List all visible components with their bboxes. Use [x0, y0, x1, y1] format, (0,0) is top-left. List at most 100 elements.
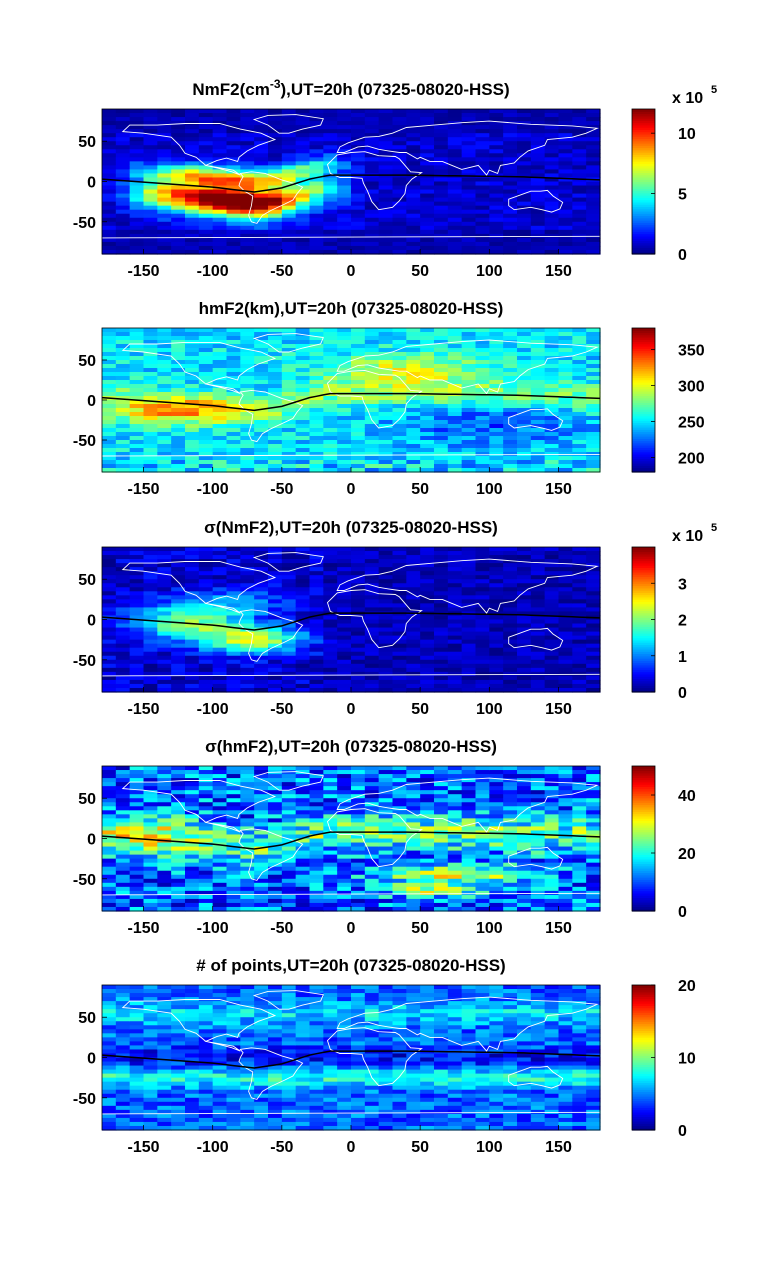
heatmap-cell: [240, 460, 255, 465]
heatmap-cell: [558, 129, 573, 134]
heatmap-cell: [572, 563, 587, 568]
heatmap-cell: [309, 547, 324, 552]
heatmap-cell: [254, 631, 269, 637]
heatmap-cell: [364, 189, 380, 195]
heatmap-cell: [406, 340, 421, 345]
heatmap-cell: [254, 571, 269, 576]
heatmap-cell: [337, 444, 352, 449]
heatmap-cell: [226, 460, 241, 465]
coastline: [336, 339, 599, 395]
y-tick-label: 50: [78, 572, 96, 589]
heatmap-cell: [171, 591, 186, 596]
heatmap-cell: [309, 902, 324, 908]
heatmap-cell: [337, 579, 352, 584]
heatmap-cell: [212, 607, 228, 613]
heatmap-cell: [212, 647, 228, 653]
heatmap-cell: [364, 428, 380, 433]
heatmap-cell: [171, 774, 186, 779]
heatmap-cell: [295, 906, 311, 912]
heatmap-cell: [254, 806, 269, 811]
heatmap-cell: [337, 567, 352, 572]
heatmap-cell: [171, 189, 186, 195]
heatmap-cell: [268, 440, 283, 445]
heatmap-cell: [392, 822, 407, 828]
heatmap-cell: [558, 659, 573, 665]
heatmap-cell: [544, 583, 560, 588]
heatmap-cell: [268, 635, 283, 641]
heatmap-cell: [254, 623, 269, 629]
heatmap-cell: [364, 404, 380, 409]
heatmap-cell: [198, 551, 214, 556]
heatmap-cell: [171, 364, 186, 369]
colorbar-swatch: [632, 152, 655, 155]
heatmap-cell: [351, 113, 366, 118]
heatmap-cell: [406, 464, 421, 469]
heatmap-cell: [129, 866, 145, 872]
heatmap-cell: [281, 149, 297, 154]
heatmap-cell: [351, 886, 366, 892]
heatmap-cell: [558, 440, 573, 445]
colorbar-swatch: [632, 233, 655, 237]
heatmap-cell: [240, 814, 255, 819]
heatmap-cell: [185, 456, 200, 461]
heatmap-cell: [281, 336, 297, 341]
heatmap-cell: [572, 197, 587, 203]
colorbar-swatch: [632, 664, 655, 668]
heatmap-cell: [503, 563, 518, 568]
heatmap-cell: [212, 460, 228, 465]
heatmap-cell: [364, 846, 380, 852]
heatmap-cell: [503, 237, 518, 243]
heatmap-cell: [406, 165, 421, 171]
heatmap-cell: [489, 153, 504, 158]
heatmap-cell: [115, 153, 131, 158]
heatmap-cell: [392, 444, 407, 449]
heatmap-cell: [337, 651, 352, 657]
colorbar-swatch: [632, 406, 655, 410]
heatmap-cell: [544, 667, 560, 673]
heatmap-cell: [185, 547, 200, 552]
heatmap-cell: [503, 559, 518, 564]
heatmap-cell: [572, 161, 587, 166]
heatmap-cell: [420, 464, 435, 469]
heatmap-cell: [572, 344, 587, 349]
heatmap-cell: [309, 818, 324, 823]
heatmap-cell: [558, 579, 573, 584]
heatmap-cell: [226, 201, 241, 207]
heatmap-cell: [281, 778, 297, 783]
heatmap-cell: [323, 635, 338, 641]
heatmap-cell: [434, 368, 449, 373]
heatmap-cell: [226, 368, 241, 373]
heatmap-cell: [212, 245, 228, 251]
heatmap-cell: [364, 890, 380, 896]
heatmap-cell: [212, 468, 228, 473]
heatmap-cell: [185, 790, 200, 795]
x-tick-label: 150: [545, 701, 572, 718]
heatmap-cell: [102, 854, 117, 860]
heatmap-cell: [185, 683, 200, 689]
heatmap-cell: [198, 862, 214, 868]
heatmap-cell: [268, 177, 283, 183]
heatmap-cell: [323, 141, 338, 146]
heatmap-cell: [406, 185, 421, 191]
heatmap-cell: [420, 623, 435, 629]
heatmap-cell: [572, 209, 587, 215]
heatmap-cell: [378, 440, 394, 445]
heatmap-cell: [295, 822, 311, 828]
heatmap-cell: [586, 237, 601, 243]
heatmap-cell: [337, 165, 352, 171]
heatmap-cell: [115, 340, 131, 345]
heatmap-cell: [281, 468, 297, 473]
heatmap-cell: [171, 683, 186, 689]
heatmap-cell: [364, 599, 380, 604]
heatmap-cell: [323, 567, 338, 572]
heatmap-cell: [268, 834, 283, 840]
heatmap-cell: [143, 189, 158, 195]
heatmap-cell: [240, 360, 255, 365]
heatmap-cell: [392, 245, 407, 251]
heatmap-cell: [254, 667, 269, 673]
heatmap-cell: [461, 420, 477, 425]
heatmap-cell: [517, 376, 532, 381]
heatmap-cell: [351, 906, 366, 912]
heatmap-cell: [434, 639, 449, 645]
heatmap-cell: [475, 237, 490, 243]
